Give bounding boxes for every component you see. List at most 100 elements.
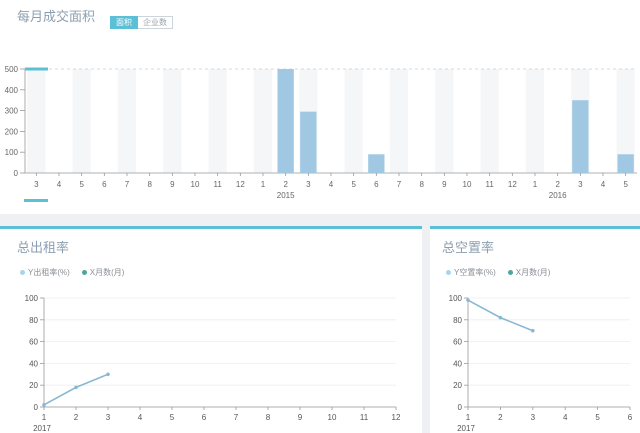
- y-tick-label: 20: [453, 381, 462, 390]
- legend-y-label: Y出租率(%): [28, 268, 70, 277]
- x-tick-label: 5: [351, 180, 356, 189]
- x-tick-label: 5: [170, 413, 175, 422]
- x-tick-label: 8: [266, 413, 271, 422]
- bar-band-background: [435, 69, 454, 173]
- bar-band-background: [117, 69, 137, 173]
- data-point: [74, 385, 78, 390]
- bar: [617, 154, 634, 173]
- x-tick-label: 4: [57, 180, 62, 189]
- x-tick-label: 7: [234, 413, 239, 422]
- x-tick-label: 9: [170, 180, 175, 189]
- bar-band-background: [525, 69, 545, 173]
- x-tick-label: 1: [466, 413, 471, 422]
- x-tick-label: 2: [283, 180, 288, 189]
- y-tick-label: 40: [453, 359, 462, 368]
- x-tick-label: 1: [533, 180, 538, 189]
- x-tick-label: 8: [419, 180, 424, 189]
- y-tick-label: 80: [453, 316, 462, 325]
- series-line: [467, 299, 534, 332]
- legend-dot-icon: [507, 270, 513, 275]
- monthly-chart-title: 每月成交面积: [17, 9, 96, 24]
- x-tick-label: 6: [628, 413, 633, 422]
- legend-item-y: Y空置率(%): [446, 267, 496, 278]
- x-tick-label: 8: [147, 180, 152, 189]
- x-tick-label: 12: [508, 180, 517, 189]
- x-tick-label: 5: [623, 180, 628, 189]
- x-tick-label: 4: [563, 413, 568, 422]
- rent-rate-title: 总出租率: [17, 240, 70, 255]
- data-point: [42, 403, 46, 407]
- metric-toggle: 面积 企业数: [110, 16, 173, 29]
- area-toggle-button[interactable]: 面积: [110, 16, 138, 29]
- x-tick-label: 3: [106, 413, 111, 422]
- y-tick-label: 40: [29, 359, 38, 368]
- bar: [277, 69, 294, 173]
- data-point: [466, 298, 470, 302]
- legend-item-x: X月数(月): [507, 267, 551, 278]
- bar-band-background: [27, 69, 46, 173]
- y-tick-label: 500: [5, 65, 19, 74]
- y-tick-label: 0: [458, 403, 463, 412]
- y-tick-label: 0: [34, 403, 39, 412]
- bar-band-background: [253, 69, 273, 173]
- x-tick-label: 3: [34, 180, 39, 189]
- x-tick-label: 11: [214, 180, 223, 189]
- y-tick-label: 60: [453, 338, 462, 347]
- y-tick-label: 60: [29, 338, 38, 347]
- bar-band-background: [72, 69, 91, 173]
- x-tick-label: 12: [236, 180, 245, 189]
- x-tick-label: 4: [601, 180, 606, 189]
- x-tick-label: 9: [298, 413, 303, 422]
- bar-band-background: [616, 69, 635, 173]
- series-line: [43, 373, 109, 406]
- bar-band-background: [163, 69, 182, 173]
- x-tick-label: 1: [261, 180, 266, 189]
- data-point: [531, 328, 535, 333]
- vacancy-rate-panel: 总空置率 Y空置率(%) X月数(月) 0 20 40 60 80 100 1 2 3 4 5 6 20…: [430, 226, 640, 433]
- legend-dot-icon: [20, 270, 25, 275]
- bar-band-background: [480, 69, 499, 173]
- x-tick-label: 5: [595, 413, 600, 422]
- y-tick-label: 400: [5, 86, 19, 95]
- x-tick-label: 3: [306, 180, 311, 189]
- data-point: [498, 315, 503, 320]
- x-tick-label: 9: [442, 180, 447, 189]
- y-tick-label: 80: [29, 316, 38, 325]
- x-tick-label: 4: [329, 180, 334, 189]
- vacancy-rate-title: 总空置率: [442, 240, 495, 255]
- rent-rate-panel: 总出租率 Y出租率(%) X月数(月) 0 20 40 60 80 100 1 2 3 4 5 6 7 8…: [0, 226, 422, 433]
- y-tick-label: 100: [25, 294, 39, 303]
- x-tick-label: 4: [138, 413, 143, 422]
- legend-item-x: X月数(月): [81, 267, 124, 278]
- x-tick-label: 3: [578, 180, 583, 189]
- bar-band-background: [344, 69, 363, 173]
- x-tick-label: 7: [125, 180, 130, 189]
- scroll-indicator[interactable]: [24, 199, 48, 202]
- y-tick-label: 200: [5, 127, 19, 136]
- x-tick-label: 11: [360, 413, 369, 422]
- x-tick-label: 6: [102, 180, 107, 189]
- data-point: [106, 372, 110, 377]
- x-tick-label: 12: [392, 413, 401, 422]
- monthly-area-panel: 每月成交面积 面积 企业数 0 100 200 300 400 500 3 4 5 6 7 8 9 10 1…: [0, 0, 640, 214]
- legend-dot-icon: [446, 270, 451, 275]
- x-tick-label: 6: [202, 413, 207, 422]
- legend-y-label: Y空置率(%): [454, 268, 496, 277]
- vacancy-rate-line-chart: 0 20 40 60 80 100 1 2 3 4 5 6 2017: [449, 294, 633, 433]
- bar-band-background: [389, 69, 409, 173]
- x-tick-label: 11: [486, 180, 495, 189]
- vacancy-rate-legend: Y空置率(%) X月数(月): [446, 267, 562, 278]
- x-tick-label: 5: [79, 180, 84, 189]
- y-tick-label: 0: [14, 169, 19, 178]
- y-tick-label: 20: [29, 381, 38, 390]
- legend-item-y: Y出租率(%): [20, 267, 70, 278]
- year-label: 2016: [549, 191, 567, 200]
- x-tick-label: 2: [498, 413, 503, 422]
- x-tick-label: 1: [42, 413, 47, 422]
- company-count-toggle-button[interactable]: 企业数: [138, 16, 173, 29]
- legend-x-label: X月数(月): [515, 268, 551, 277]
- y-tick-label: 100: [449, 294, 463, 303]
- x-tick-label: 10: [191, 180, 200, 189]
